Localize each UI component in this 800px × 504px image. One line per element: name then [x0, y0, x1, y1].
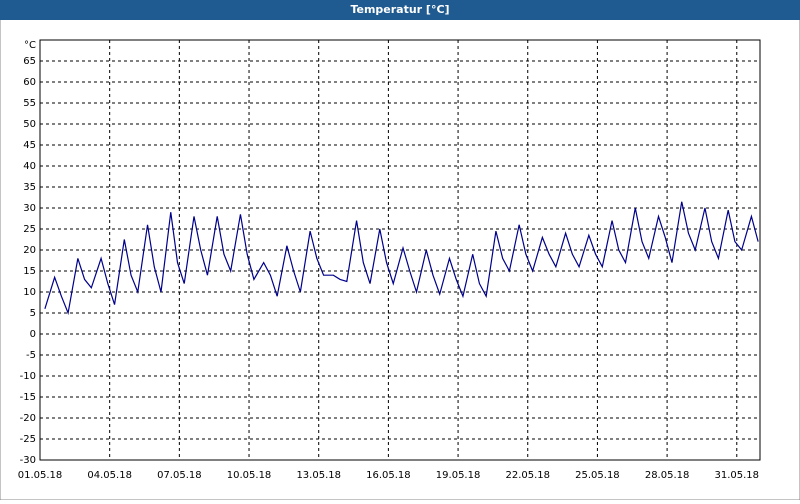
x-tick-label: 16.05.18 [366, 470, 411, 481]
y-tick-label: 35 [23, 182, 36, 193]
x-tick-label: 04.05.18 [87, 470, 132, 481]
unit-label: °C [24, 40, 36, 51]
y-tick-label: -25 [20, 434, 36, 445]
x-tick-label: 25.05.18 [575, 470, 620, 481]
y-tick-label: 20 [23, 245, 36, 256]
y-tick-label: 65 [23, 56, 36, 67]
y-tick-label: 45 [23, 140, 36, 151]
x-tick-label: 19.05.18 [436, 470, 481, 481]
y-tick-label: 60 [23, 77, 36, 88]
x-tick-label: 01.05.18 [18, 470, 63, 481]
x-tick-label: 10.05.18 [227, 470, 272, 481]
y-tick-label: 15 [23, 266, 36, 277]
title-bar [0, 0, 800, 20]
y-tick-label: -30 [20, 455, 36, 466]
y-tick-label: 30 [23, 203, 36, 214]
x-tick-label: 07.05.18 [157, 470, 202, 481]
temperature-line [44, 201, 759, 316]
y-tick-label: 50 [23, 119, 36, 130]
x-tick-label: 31.05.18 [715, 470, 760, 481]
y-tick-label: 5 [30, 308, 36, 319]
y-tick-label: -5 [26, 350, 36, 361]
y-tick-label: 55 [23, 98, 36, 109]
x-tick-label: 22.05.18 [505, 470, 550, 481]
y-tick-label: -15 [20, 392, 36, 403]
y-tick-label: 40 [23, 161, 36, 172]
y-tick-label: 10 [23, 287, 36, 298]
x-tick-label: 13.05.18 [296, 470, 341, 481]
y-tick-label: 0 [30, 329, 36, 340]
y-tick-label: -20 [20, 413, 36, 424]
y-tick-label: 25 [23, 224, 36, 235]
y-tick-label: -10 [20, 371, 36, 382]
chart-title: Temperatur [°C] [350, 3, 449, 16]
x-tick-label: 28.05.18 [645, 470, 690, 481]
